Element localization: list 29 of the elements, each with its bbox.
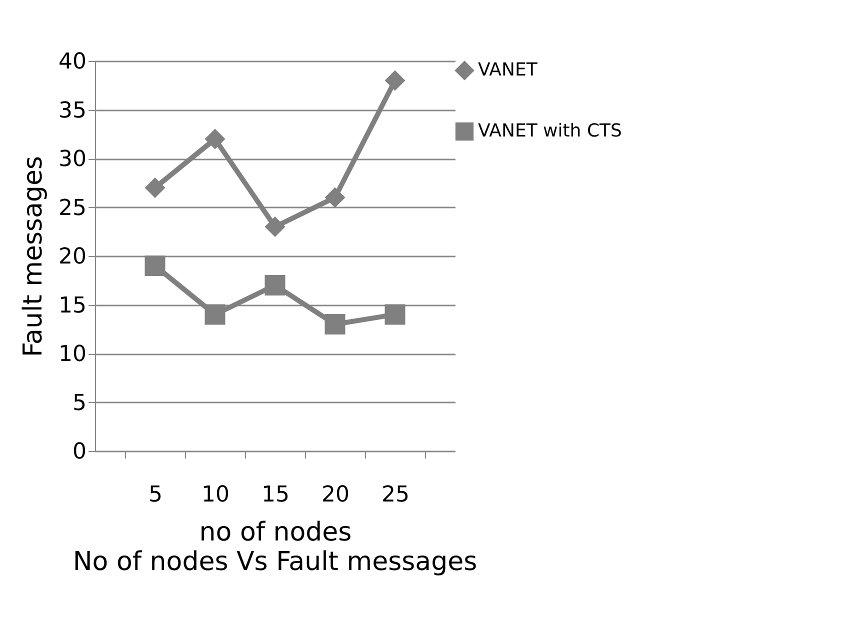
point [384, 70, 406, 91]
x-axis-title: no of nodes [199, 518, 352, 548]
y-tick-label: 15 [58, 293, 86, 318]
y-tick-label: 0 [72, 440, 86, 464]
x-tick-label: 5 [148, 482, 162, 508]
legend-label: VANET with CTS [478, 120, 622, 142]
point [204, 128, 226, 150]
y-tick-label: 25 [58, 196, 86, 221]
point [264, 216, 286, 237]
text: No of nodes Vs Fault messages [72, 547, 478, 577]
point [384, 304, 406, 325]
point [204, 304, 226, 325]
point [324, 187, 346, 208]
x-tick-label: 15 [262, 482, 290, 508]
x-tick-label: 25 [382, 482, 410, 508]
point [144, 256, 166, 276]
x-tick-label: 10 [202, 482, 230, 508]
y-axis-title: Fault messages [18, 156, 49, 358]
y-tick-label: 40 [58, 50, 86, 74]
legend-label: VANET [478, 60, 538, 80]
y-tick-label: 5 [72, 390, 86, 416]
y-tick-label: 30 [58, 147, 86, 172]
y-tick-label: 20 [58, 244, 86, 270]
point [144, 178, 166, 198]
y-tick-label: 10 [58, 342, 86, 367]
y-tick-label: 35 [58, 98, 86, 124]
point [264, 275, 286, 296]
point [324, 314, 346, 334]
x-tick-label: 20 [322, 482, 350, 508]
